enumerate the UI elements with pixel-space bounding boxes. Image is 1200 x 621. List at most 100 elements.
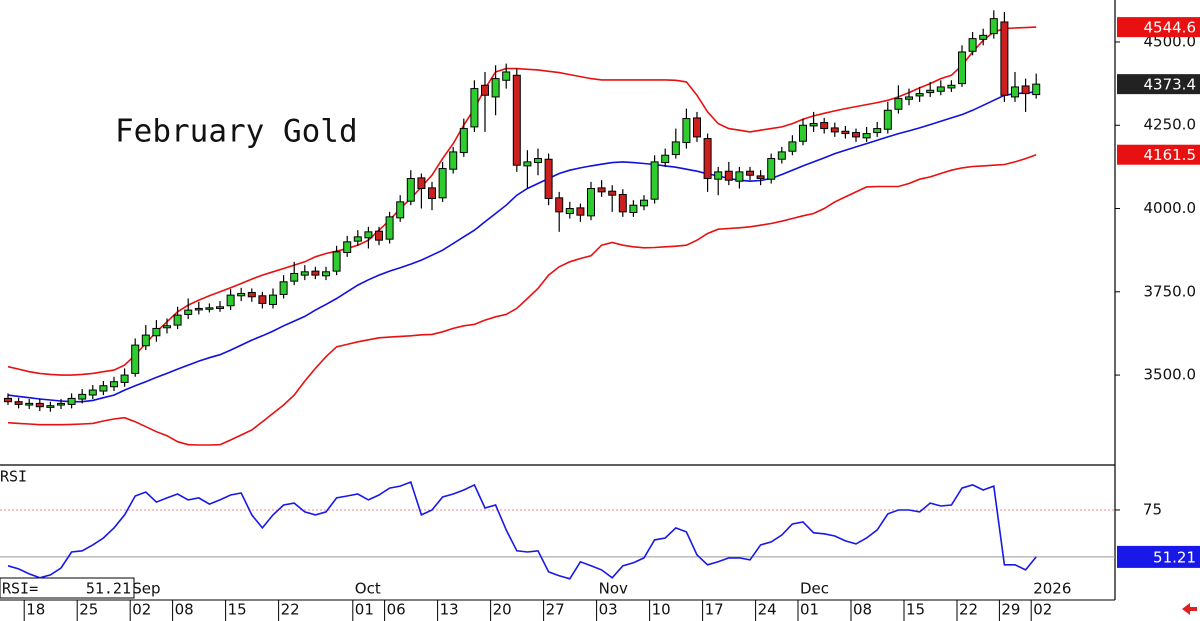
candle-body bbox=[311, 270, 320, 276]
y-tick-label: 4000.0 bbox=[1144, 199, 1197, 217]
candle-body bbox=[343, 241, 352, 253]
x-tick-label: 13 bbox=[440, 601, 459, 619]
candle-body bbox=[269, 294, 277, 305]
month-label: Nov bbox=[599, 580, 628, 598]
candle-body bbox=[926, 89, 935, 94]
candle-body bbox=[735, 171, 744, 182]
candle-body bbox=[470, 88, 479, 128]
candle-body bbox=[237, 292, 246, 297]
candle-body bbox=[131, 344, 140, 374]
candle-body bbox=[608, 190, 617, 196]
x-tick-label: 08 bbox=[853, 601, 872, 619]
candle-body bbox=[110, 381, 118, 388]
candle-body bbox=[671, 141, 680, 156]
candle-body bbox=[459, 128, 468, 154]
candle-body bbox=[565, 208, 574, 215]
rsi-line bbox=[7, 480, 1037, 580]
x-tick-label: 22 bbox=[281, 601, 300, 619]
scroll-arrow[interactable] bbox=[1182, 603, 1197, 615]
x-tick-label: 08 bbox=[175, 601, 194, 619]
x-tick-label: 25 bbox=[79, 601, 98, 619]
x-tick-label: 10 bbox=[652, 601, 671, 619]
x-tick-label: 06 bbox=[387, 601, 406, 619]
candle-body bbox=[205, 307, 214, 310]
last-price-tag-label: 4373.4 bbox=[1144, 76, 1197, 94]
candle-body bbox=[78, 393, 87, 400]
rsi-tag-label: 51.21 bbox=[1153, 548, 1196, 566]
candle-body bbox=[438, 168, 447, 199]
candle-body bbox=[1021, 85, 1030, 95]
candle-body bbox=[226, 294, 235, 307]
candle-body bbox=[4, 397, 12, 403]
rsi-readout-box bbox=[0, 577, 135, 599]
x-tick-label: 02 bbox=[132, 601, 151, 619]
candle-body bbox=[67, 397, 76, 405]
x-tick-label: 02 bbox=[1033, 601, 1052, 619]
candle-body bbox=[989, 18, 998, 35]
candle-body bbox=[682, 118, 691, 144]
candle-body bbox=[141, 334, 150, 347]
candle-body bbox=[512, 74, 521, 166]
candle-body bbox=[364, 231, 373, 239]
candle-body bbox=[1000, 21, 1009, 96]
band-lower bbox=[7, 153, 1037, 446]
x-tick-label: 22 bbox=[959, 601, 978, 619]
candle-body bbox=[14, 401, 23, 405]
candle-body bbox=[777, 151, 786, 160]
candle-body bbox=[88, 389, 97, 396]
y-tick-label: 3750.0 bbox=[1144, 282, 1197, 300]
month-label: Oct bbox=[355, 580, 381, 598]
candle-body bbox=[862, 133, 871, 139]
candle-body bbox=[173, 314, 182, 326]
candle-body bbox=[375, 230, 383, 241]
x-tick-label: 01 bbox=[800, 601, 819, 619]
candle-body bbox=[152, 327, 161, 337]
rsi-readout-value: 51.21 bbox=[86, 580, 131, 598]
last-price-tag bbox=[1117, 74, 1200, 95]
month-label: 2026 bbox=[1033, 580, 1071, 598]
x-tick-label: 29 bbox=[1001, 601, 1020, 619]
candle-body bbox=[216, 306, 224, 309]
candle-body bbox=[46, 405, 55, 408]
candle-body bbox=[534, 158, 542, 164]
candle-body bbox=[57, 402, 65, 406]
band-upper bbox=[7, 26, 1037, 376]
upper-tag-label: 4544.6 bbox=[1144, 19, 1197, 37]
candle-body bbox=[576, 207, 585, 216]
chart-title: February Gold bbox=[115, 114, 358, 150]
candle-body bbox=[640, 199, 648, 207]
upper-tag bbox=[1117, 17, 1200, 38]
candle-body bbox=[767, 158, 776, 180]
candle-body bbox=[714, 171, 723, 180]
candle-body bbox=[35, 402, 44, 408]
x-tick-label: 27 bbox=[546, 601, 565, 619]
candle-body bbox=[629, 204, 638, 214]
candle-body bbox=[650, 161, 659, 200]
candle-body bbox=[915, 93, 924, 97]
candle-body bbox=[756, 175, 765, 180]
candle-body bbox=[841, 130, 850, 135]
candle-body bbox=[163, 325, 171, 329]
candle-body bbox=[25, 402, 34, 406]
candle-body bbox=[184, 309, 193, 315]
candle-body bbox=[979, 34, 988, 40]
candle-body bbox=[852, 132, 860, 138]
candle-body bbox=[724, 170, 733, 181]
candle-body bbox=[449, 151, 458, 170]
candle-body bbox=[120, 374, 129, 383]
candle-body bbox=[99, 385, 108, 392]
candle-body bbox=[958, 51, 966, 85]
candle-body bbox=[290, 272, 299, 282]
rsi-y-tick-label: 75 bbox=[1143, 500, 1162, 518]
candle-body bbox=[587, 188, 595, 217]
candle-body bbox=[936, 86, 945, 92]
y-tick-label: 4250.0 bbox=[1144, 116, 1197, 134]
candle-body bbox=[968, 38, 977, 52]
candle-body bbox=[491, 78, 500, 98]
candle-body bbox=[544, 158, 553, 200]
rsi-title: RSI bbox=[0, 468, 27, 486]
x-tick-label: 18 bbox=[26, 601, 45, 619]
candle-body bbox=[693, 117, 701, 138]
